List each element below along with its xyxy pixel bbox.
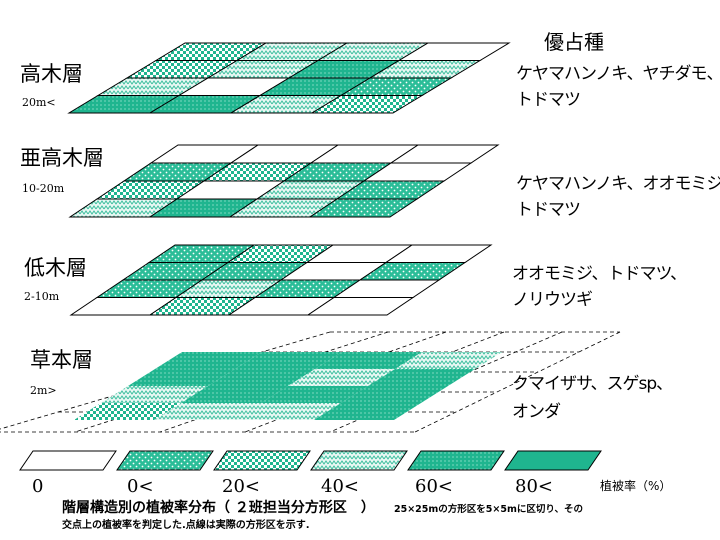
grid-cell xyxy=(128,369,235,386)
caption-small: 25×25mの方形区を5×5mに区切り、その xyxy=(394,504,583,515)
grid-cell xyxy=(288,369,395,386)
legend-swatch-4 xyxy=(407,450,505,471)
legend-swatch-1 xyxy=(116,450,214,471)
grid-layer-3 xyxy=(0,331,621,433)
grid-cell xyxy=(235,352,342,369)
grid-cell xyxy=(261,386,368,403)
grid-cell xyxy=(74,403,181,420)
plot-outline-line xyxy=(414,331,621,433)
species-line-herb-2: オンダ xyxy=(512,402,561,422)
species-line-tall-tree-2: トドマツ xyxy=(516,90,581,110)
legend-swatch-5 xyxy=(504,450,602,471)
layer-height-herb: 2m> xyxy=(30,384,57,397)
grid-layer-1 xyxy=(68,144,500,218)
grid-cell xyxy=(234,403,341,420)
grid-cell xyxy=(315,352,422,369)
caption-main: 階層構造別の植被率分布（ ２班担当分方形区 ） xyxy=(62,500,375,516)
grid-cell xyxy=(308,198,419,218)
layer-name-subtree: 亜高木層 xyxy=(20,146,104,170)
species-line-shrub-2: ノリウツギ xyxy=(512,290,593,310)
legend-label-4: 60< xyxy=(415,476,453,497)
layer-name-herb: 草本層 xyxy=(30,348,93,372)
grid-cell xyxy=(155,352,262,369)
grid-cell xyxy=(306,297,415,316)
species-line-subtree-2: トドマツ xyxy=(516,200,581,220)
species-line-subtree-1: ケヤマハンノキ、オオモミジ、 xyxy=(516,174,720,194)
legend-label-0: 0 xyxy=(32,476,44,497)
grid-cell xyxy=(341,386,448,403)
legend-swatch-2 xyxy=(213,450,311,471)
layer-name-tall-tree: 高木層 xyxy=(20,62,83,86)
species-line-shrub-1: オオモミジ、トドマツ、 xyxy=(512,264,687,284)
layer-height-shrub: 2-10m xyxy=(24,290,60,303)
layer-height-tall-tree: 20m< xyxy=(22,96,56,109)
grid-cell xyxy=(208,369,315,386)
grid-layer-2 xyxy=(69,244,493,316)
grid-cell xyxy=(395,352,502,369)
grid-cell xyxy=(368,369,475,386)
grid-cell xyxy=(314,403,421,420)
legend-swatch-0 xyxy=(19,450,117,471)
grid-layer-0 xyxy=(67,42,511,114)
legend-unit: 植被率（%） xyxy=(600,479,672,493)
legend-label-1: 0< xyxy=(127,476,154,497)
grid-cell xyxy=(310,95,424,114)
layer-name-shrub: 低木層 xyxy=(24,256,87,280)
layer-height-subtree: 10-20m xyxy=(22,182,65,195)
legend-label-2: 20< xyxy=(222,476,260,497)
legend-swatch-3 xyxy=(310,450,408,471)
species-line-tall-tree-1: ケヤマハンノキ、ヤチダモ、 xyxy=(516,64,720,84)
species-line-herb-1: クマイザサ、スゲsp、 xyxy=(512,374,673,394)
legend-label-5: 80< xyxy=(515,476,553,497)
legend-label-3: 40< xyxy=(321,476,359,497)
grid-cell xyxy=(154,403,261,420)
grid-cell xyxy=(101,386,208,403)
dominant-species-header: 優占種 xyxy=(544,30,604,54)
caption-note: 交点上の植被率を判定した.点線は実際の方形区を示す. xyxy=(62,520,310,531)
grid-cell xyxy=(181,386,288,403)
